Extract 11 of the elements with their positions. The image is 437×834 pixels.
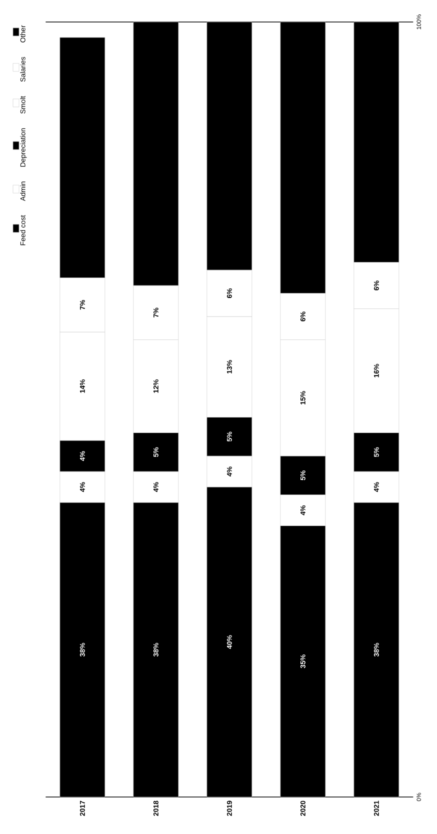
- bar: [60, 37, 106, 278]
- bar: [206, 456, 252, 488]
- bar: [133, 471, 179, 503]
- bar: [354, 471, 400, 503]
- bar: [280, 456, 326, 495]
- bar: [60, 471, 106, 503]
- bar: [133, 432, 179, 472]
- bar: [60, 440, 106, 472]
- bar: [354, 432, 400, 472]
- bar: [206, 417, 252, 456]
- bar: [280, 494, 326, 526]
